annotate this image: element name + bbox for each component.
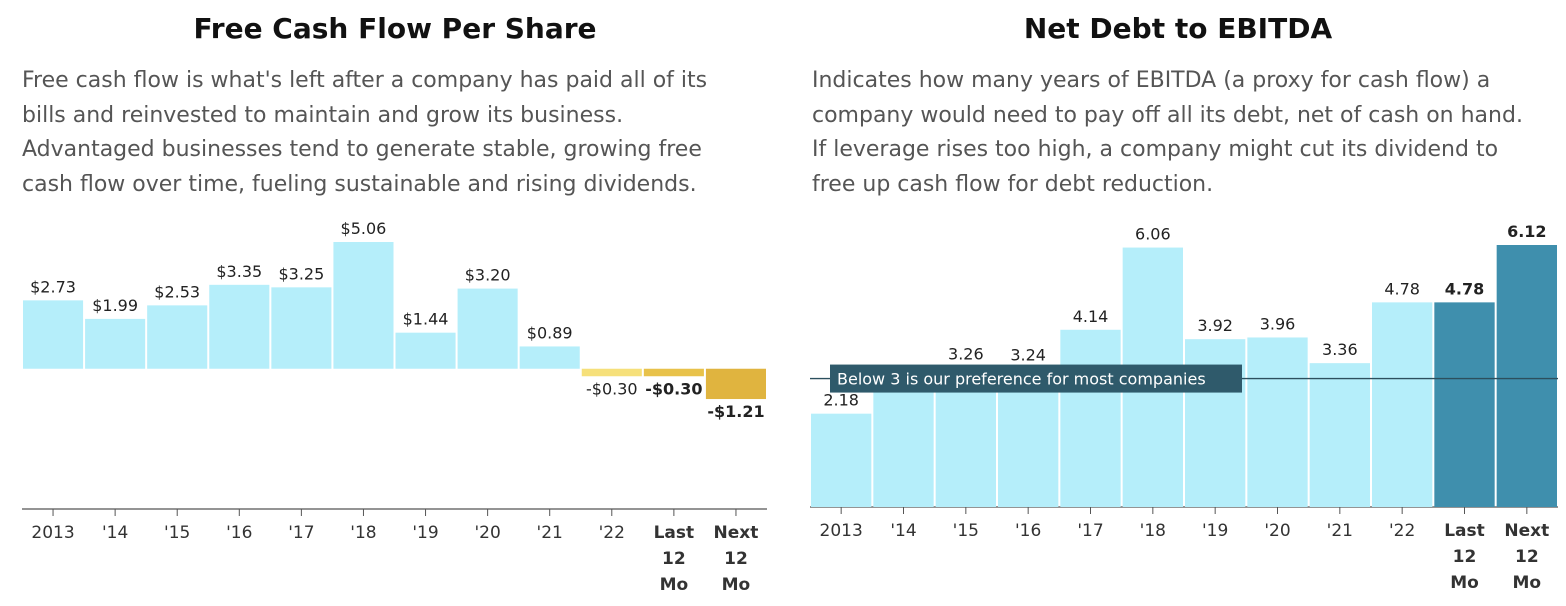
- data-label: 6.12: [1507, 222, 1546, 241]
- data-label: $3.35: [216, 262, 262, 281]
- data-label: 4.14: [1073, 307, 1109, 326]
- x-tick-label: '14: [890, 521, 916, 541]
- data-label: 3.36: [1322, 340, 1358, 359]
- data-label: 3.96: [1260, 314, 1296, 333]
- x-tick-label: Last: [654, 523, 695, 543]
- data-label: $5.06: [341, 219, 387, 238]
- data-label: $3.25: [278, 264, 324, 283]
- data-label: $0.89: [527, 323, 573, 342]
- bar: [1060, 329, 1121, 507]
- debt-panel: Net Debt to EBITDA Indicates how many ye…: [790, 0, 1566, 606]
- bar: [1434, 302, 1495, 507]
- x-tick-label: Last: [1444, 521, 1485, 541]
- fcf-chart-title: Free Cash Flow Per Share: [193, 12, 597, 45]
- x-tick-label: Next: [1504, 521, 1549, 541]
- x-tick-label: 12: [724, 549, 748, 569]
- x-tick-label: '21: [537, 523, 563, 543]
- x-tick-label: '16: [226, 523, 252, 543]
- x-tick-label: Mo: [660, 575, 689, 595]
- data-label: $2.73: [30, 277, 76, 296]
- data-label: -$1.21: [707, 402, 764, 421]
- debt-chart-description: Indicates how many years of EBITDA (a pr…: [812, 68, 1523, 197]
- bar: [147, 305, 208, 369]
- data-label: $1.99: [92, 296, 138, 315]
- bar: [23, 300, 84, 369]
- data-label: 4.78: [1384, 279, 1420, 298]
- x-tick-label: Mo: [1513, 573, 1542, 593]
- bar: [705, 368, 766, 400]
- reference-line-label: Below 3 is our preference for most compa…: [837, 370, 1206, 389]
- x-tick-label: '19: [412, 523, 438, 543]
- x-tick-label: '20: [474, 523, 500, 543]
- fcf-chart-description: Free cash flow is what's left after a co…: [22, 68, 708, 197]
- bar: [1309, 363, 1370, 507]
- bar: [1185, 339, 1246, 507]
- data-label: 2.18: [823, 391, 859, 410]
- debt-chart-title: Net Debt to EBITDA: [1023, 12, 1333, 45]
- bar: [209, 284, 270, 369]
- data-label: $3.20: [465, 266, 511, 285]
- x-tick-label: '21: [1327, 521, 1353, 541]
- data-label: 3.24: [1010, 345, 1046, 364]
- data-label: $1.44: [403, 310, 449, 329]
- x-tick-label: 2013: [31, 523, 74, 543]
- x-tick-label: Next: [714, 523, 759, 543]
- bar: [333, 242, 394, 369]
- bar: [581, 368, 642, 377]
- x-tick-label: '15: [164, 523, 190, 543]
- bar: [811, 413, 872, 507]
- bar: [1247, 337, 1308, 507]
- bar: [85, 318, 146, 369]
- x-tick-label: '17: [1077, 521, 1103, 541]
- bar: [271, 287, 332, 369]
- data-label: 6.06: [1135, 225, 1171, 244]
- x-tick-label: 12: [1515, 547, 1539, 567]
- x-tick-label: Mo: [1450, 573, 1479, 593]
- data-label: -$0.30: [586, 379, 638, 398]
- x-tick-label: '22: [1389, 521, 1415, 541]
- x-tick-label: '19: [1202, 521, 1228, 541]
- data-label: $2.53: [154, 282, 200, 301]
- debt-bar-chart: 2.18 2013 '14 3.26 '15 3.24 '16 4.14 '17 6.06 '18 3…: [810, 222, 1558, 593]
- x-tick-label: '18: [1140, 521, 1166, 541]
- x-tick-label: '18: [350, 523, 376, 543]
- data-label: -$0.30: [645, 379, 702, 398]
- x-tick-label: '20: [1264, 521, 1290, 541]
- x-tick-label: '15: [953, 521, 979, 541]
- bar: [1496, 245, 1557, 507]
- bar: [457, 288, 518, 369]
- bar: [519, 346, 580, 369]
- reference-label-bg: [830, 364, 1242, 393]
- bar: [643, 368, 704, 377]
- bar: [1372, 302, 1433, 507]
- x-tick-label: Mo: [722, 575, 751, 595]
- x-tick-label: '17: [288, 523, 314, 543]
- x-tick-label: 2013: [820, 521, 863, 541]
- x-tick-label: '16: [1015, 521, 1041, 541]
- x-tick-label: 12: [662, 549, 686, 569]
- bar: [395, 332, 456, 369]
- fcf-bar-chart: $2.73 2013 $1.99 '14 $2.53 '15 $3.35 '16 $3.25 '1…: [22, 219, 767, 595]
- data-label: 3.26: [948, 344, 984, 363]
- data-label: 4.78: [1445, 279, 1484, 298]
- x-tick-label: '22: [599, 523, 625, 543]
- fcf-panel: Free Cash Flow Per Share Free cash flow …: [22, 12, 767, 595]
- data-label: 3.92: [1197, 316, 1233, 335]
- x-tick-label: 12: [1453, 547, 1477, 567]
- x-tick-label: '14: [102, 523, 128, 543]
